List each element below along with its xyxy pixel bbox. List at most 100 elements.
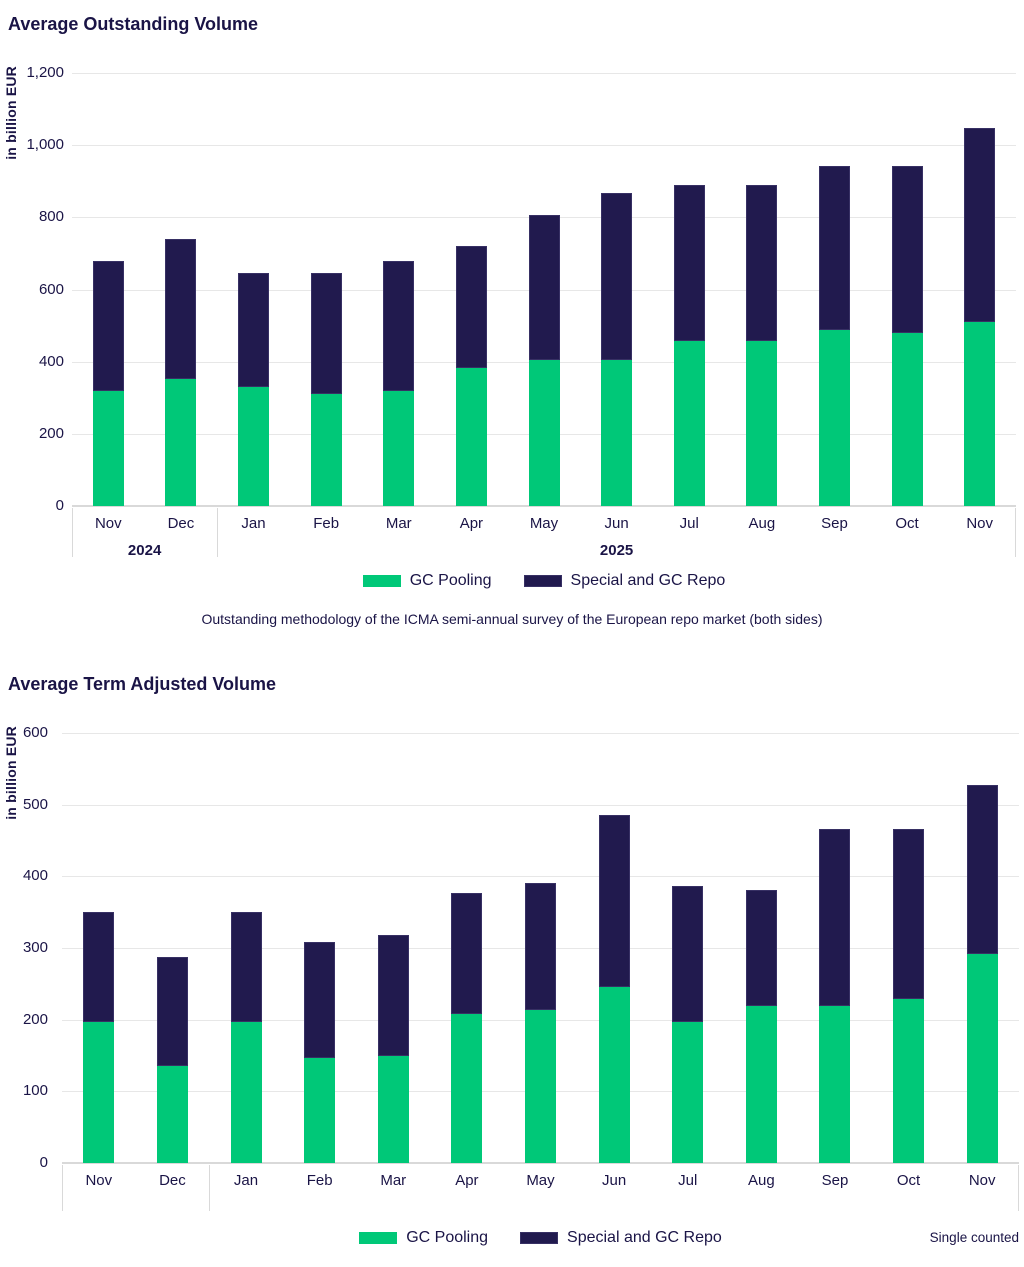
legend-label: Special and GC Repo [567, 1229, 722, 1246]
bar-segment-special-and-gc-repo[interactable] [451, 892, 483, 1014]
bar-segment-gc-pooling[interactable] [92, 390, 124, 506]
axis-group-separator [72, 508, 73, 557]
bar-segment-special-and-gc-repo[interactable] [891, 166, 923, 334]
bar-segment-gc-pooling[interactable] [310, 394, 342, 506]
bar-segment-special-and-gc-repo[interactable] [601, 192, 633, 360]
bar-segment-special-and-gc-repo[interactable] [673, 184, 705, 342]
legend-1: Single counted GC Pooling Special and GC … [62, 1227, 1019, 1249]
bar-segment-gc-pooling[interactable] [238, 387, 270, 506]
x-axis-0: Nov Dec Jan Feb Mar Apr May Jun Jul Aug Sep Oct Nov 2… [0, 506, 1024, 568]
bar-segment-special-and-gc-repo[interactable] [304, 942, 336, 1059]
bar-segment-gc-pooling[interactable] [966, 953, 998, 1163]
bar-segment-gc-pooling[interactable] [455, 367, 487, 506]
bar-segment-gc-pooling[interactable] [893, 998, 925, 1163]
bar-segment-gc-pooling[interactable] [745, 1006, 777, 1163]
x-tick-label: Nov [94, 515, 122, 532]
bar-segment-special-and-gc-repo[interactable] [377, 935, 409, 1056]
y-tick-label: 800 [38, 208, 64, 226]
axis-group-separator [217, 508, 219, 557]
legend-0: GC Pooling Special and GC Repo [72, 570, 1016, 592]
bar-segment-special-and-gc-repo[interactable] [92, 261, 124, 391]
bar-segment-special-and-gc-repo[interactable] [238, 272, 270, 388]
bar-segment-gc-pooling[interactable] [819, 1006, 851, 1163]
bar-segment-gc-pooling[interactable] [746, 341, 778, 506]
y-tick-label: 200 [38, 424, 64, 442]
bar-segment-special-and-gc-repo[interactable] [598, 814, 630, 988]
bar-segment-gc-pooling[interactable] [891, 333, 923, 506]
bar-segment-gc-pooling[interactable] [230, 1021, 262, 1163]
bar-segment-gc-pooling[interactable] [601, 359, 633, 506]
bar-segment-special-and-gc-repo[interactable] [310, 272, 342, 395]
gridline [62, 733, 1019, 734]
y-tick-label: 1,200 [26, 64, 64, 81]
x-axis-line [62, 1162, 1019, 1164]
bar-segment-special-and-gc-repo[interactable] [230, 912, 262, 1022]
axis-group-separator [1015, 508, 1016, 557]
bar-segment-special-and-gc-repo[interactable] [893, 829, 925, 999]
legend-swatch-gc-pooling [362, 575, 401, 587]
y-tick-label: 200 [22, 1010, 48, 1028]
bar-segment-gc-pooling[interactable] [673, 341, 705, 506]
y-tick-label: 400 [38, 352, 64, 370]
y-tick-label: 100 [22, 1082, 48, 1100]
bar-segment-special-and-gc-repo[interactable] [746, 185, 778, 342]
bar-segment-special-and-gc-repo[interactable] [156, 957, 188, 1067]
bar-segment-gc-pooling[interactable] [964, 322, 996, 506]
x-tick-label: Jun [604, 515, 629, 532]
legend-item-gc-pooling[interactable]: GC Pooling [359, 1228, 488, 1248]
bar-segment-gc-pooling[interactable] [377, 1055, 409, 1163]
x-tick-label: Feb [306, 1172, 333, 1189]
bar-segment-special-and-gc-repo[interactable] [818, 166, 850, 330]
bar-segment-special-and-gc-repo[interactable] [525, 882, 556, 1011]
bar-segment-gc-pooling[interactable] [672, 1021, 704, 1163]
bar-segment-special-and-gc-repo[interactable] [83, 912, 115, 1022]
year-label: 2024 [127, 542, 162, 559]
y-tick-label: 1,000 [26, 136, 64, 154]
bar-segment-special-and-gc-repo[interactable] [819, 829, 851, 1007]
bar-segment-gc-pooling[interactable] [525, 1010, 556, 1163]
axis-group-separator [209, 1165, 211, 1211]
bar-segment-gc-pooling[interactable] [83, 1021, 115, 1163]
x-tick-label: Oct [895, 515, 919, 532]
x-tick-label: Jun [602, 1172, 627, 1189]
x-tick-label: Mar [385, 515, 412, 532]
bar-segment-special-and-gc-repo[interactable] [966, 784, 998, 954]
legend-item-special-and-gc-repo[interactable]: Special and GC Repo [523, 571, 725, 591]
bar-segment-gc-pooling[interactable] [156, 1066, 188, 1163]
legend-item-gc-pooling[interactable]: GC Pooling [362, 571, 492, 591]
bar-segment-gc-pooling[interactable] [304, 1058, 336, 1163]
single-counted-note: Single counted [929, 1230, 1019, 1245]
bar-segment-special-and-gc-repo[interactable] [383, 261, 415, 391]
bar-segment-gc-pooling[interactable] [818, 329, 850, 506]
x-axis-1: Nov Dec Jan Feb Mar Apr May Jun Jul Aug Sep Oct Nov [0, 1163, 1024, 1225]
y-tick-label: 500 [22, 795, 48, 813]
x-tick-label: May [529, 515, 559, 532]
plot-area-1: 0 100 200 300 400 500 600 [0, 724, 1024, 1171]
x-tick-label: Sep [821, 515, 848, 532]
bar-segment-special-and-gc-repo[interactable] [528, 215, 560, 361]
bar-segment-special-and-gc-repo[interactable] [455, 245, 487, 368]
x-tick-label: May [526, 1172, 555, 1189]
x-tick-label: Jan [233, 1172, 259, 1189]
bar-segment-special-and-gc-repo[interactable] [672, 885, 704, 1022]
legend-item-special-and-gc-repo[interactable]: Special and GC Repo [520, 1228, 722, 1248]
x-tick-label: Jul [678, 1172, 698, 1189]
bar-segment-gc-pooling[interactable] [383, 390, 415, 506]
bar-segment-gc-pooling[interactable] [598, 987, 630, 1163]
y-tick-label: 600 [38, 280, 64, 298]
x-tick-label: Sep [821, 1172, 849, 1189]
bar-segment-special-and-gc-repo[interactable] [165, 238, 197, 380]
x-tick-label: Dec [159, 1172, 186, 1189]
bar-segment-special-and-gc-repo[interactable] [964, 128, 996, 323]
bar-segment-gc-pooling[interactable] [528, 360, 560, 506]
plot-area-0: 0 200 400 600 800 1,000 1,200 [0, 64, 1024, 514]
y-tick-label: 400 [22, 867, 48, 885]
x-tick-label: Aug [748, 515, 776, 532]
bar-segment-gc-pooling[interactable] [451, 1013, 483, 1163]
chart-title-term-adjusted: Average Term Adjusted Volume [8, 674, 277, 694]
bar-segment-special-and-gc-repo[interactable] [745, 889, 777, 1007]
bar-segment-gc-pooling[interactable] [165, 379, 197, 506]
x-tick-label: Dec [167, 515, 195, 532]
gridline [62, 876, 1019, 878]
